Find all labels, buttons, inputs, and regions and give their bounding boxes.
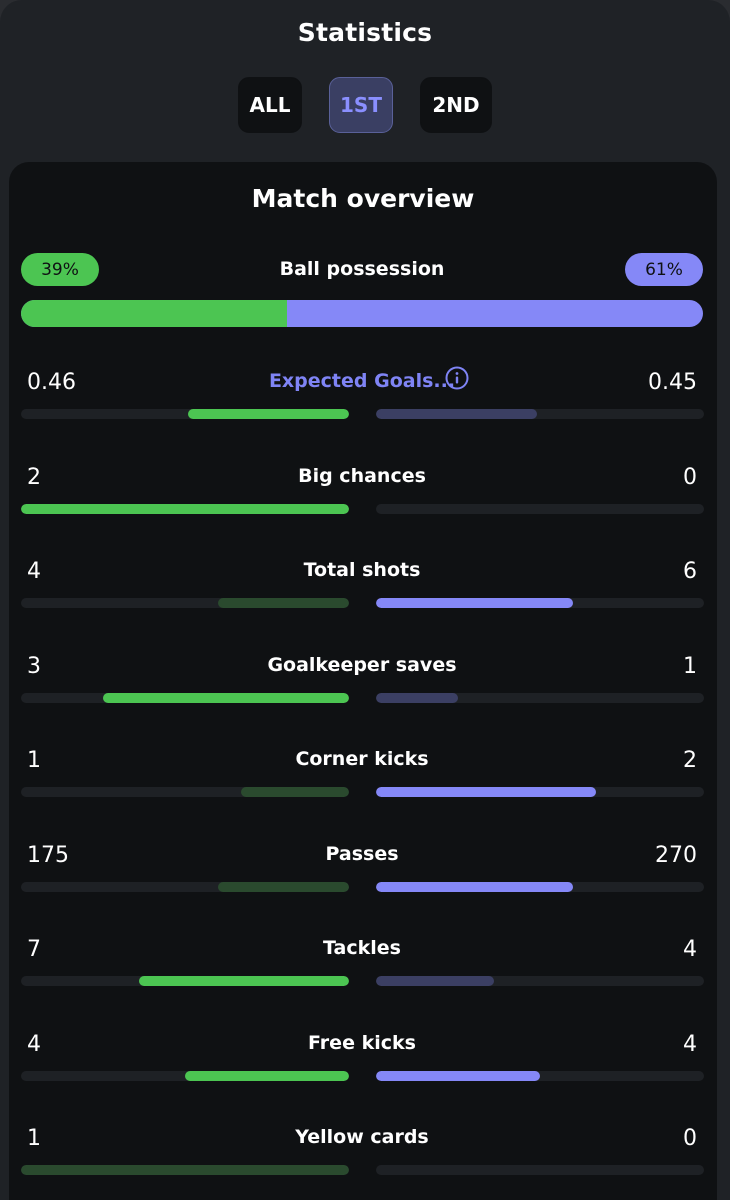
- away-value: 0: [683, 465, 697, 490]
- away-bar-fill: [376, 598, 573, 608]
- home-bar-track: [21, 1071, 349, 1081]
- home-bar-fill: [21, 504, 349, 514]
- info-icon[interactable]: [445, 366, 469, 390]
- away-bar-fill: [376, 882, 573, 892]
- match-overview-card: Match overview 39% Ball possession 61% 0…: [9, 162, 717, 1200]
- tab-1st[interactable]: 1ST: [329, 77, 393, 133]
- home-bar-track: [21, 504, 349, 514]
- away-value: 6: [683, 559, 697, 584]
- stat-label: Total shots: [303, 559, 421, 581]
- away-value: 2: [683, 748, 697, 773]
- stat-row: 4 Total shots 6: [21, 547, 704, 617]
- stat-label[interactable]: Expected Goals...: [268, 370, 456, 392]
- away-bar-fill: [376, 787, 596, 797]
- home-value: 1: [27, 748, 41, 773]
- stat-row: 1 Yellow cards 0: [21, 1114, 704, 1184]
- away-bar-fill: [376, 1071, 540, 1081]
- away-value: 1: [683, 654, 697, 679]
- away-bar-track: [376, 504, 704, 514]
- home-bar-fill: [139, 976, 349, 986]
- stat-label: Corner kicks: [295, 748, 429, 770]
- away-bar-fill: [376, 409, 537, 419]
- card-title: Match overview: [251, 184, 475, 213]
- home-possession-badge: 39%: [21, 253, 99, 286]
- home-bar-track: [21, 598, 349, 608]
- away-value: 4: [683, 937, 697, 962]
- away-value: 4: [683, 1032, 697, 1057]
- stat-label: Big chances: [298, 465, 426, 487]
- home-value: 4: [27, 559, 41, 584]
- away-possession-badge: 61%: [625, 253, 703, 286]
- possession-bar: [21, 300, 703, 327]
- stat-row: 2 Big chances 0: [21, 453, 704, 523]
- home-bar-track: [21, 1165, 349, 1175]
- tab-all[interactable]: ALL: [238, 77, 302, 133]
- home-bar-track: [21, 787, 349, 797]
- home-value: 1: [27, 1126, 41, 1151]
- away-bar-fill: [376, 976, 495, 986]
- home-bar-track: [21, 976, 349, 986]
- stat-label: Passes: [325, 843, 399, 865]
- away-value: 0: [683, 1126, 697, 1151]
- home-value: 3: [27, 654, 41, 679]
- possession-label: Ball possession: [279, 258, 445, 280]
- away-bar-track: [376, 787, 704, 797]
- away-bar-fill: [376, 693, 458, 703]
- home-possession-fill: [21, 300, 287, 327]
- stat-row: 4 Free kicks 4: [21, 1020, 704, 1090]
- home-value: 0.46: [27, 370, 76, 395]
- home-bar-fill: [188, 409, 349, 419]
- away-value: 270: [655, 843, 697, 868]
- stat-label: Yellow cards: [295, 1126, 429, 1148]
- home-value: 7: [27, 937, 41, 962]
- away-bar-track: [376, 1071, 704, 1081]
- home-value: 2: [27, 465, 41, 490]
- home-bar-track: [21, 882, 349, 892]
- stat-row: 175 Passes 270: [21, 831, 704, 901]
- away-bar-track: [376, 882, 704, 892]
- away-bar-track: [376, 1165, 704, 1175]
- home-bar-fill: [21, 1165, 349, 1175]
- stat-row: 7 Tackles 4: [21, 925, 704, 995]
- away-bar-track: [376, 976, 704, 986]
- stat-row: 1 Corner kicks 2: [21, 736, 704, 806]
- away-value: 0.45: [648, 370, 697, 395]
- home-value: 175: [27, 843, 69, 868]
- stat-label: Goalkeeper saves: [267, 654, 457, 676]
- home-bar-fill: [240, 787, 349, 797]
- stat-label: Free kicks: [308, 1032, 416, 1054]
- away-bar-track: [376, 409, 704, 419]
- away-bar-track: [376, 693, 704, 703]
- home-bar-fill: [103, 693, 349, 703]
- panel-title: Statistics: [297, 18, 433, 47]
- home-bar-fill: [185, 1071, 349, 1081]
- home-bar-fill: [217, 598, 349, 608]
- stat-label: Tackles: [323, 937, 401, 959]
- stat-row: 3 Goalkeeper saves 1: [21, 642, 704, 712]
- home-bar-fill: [217, 882, 349, 892]
- period-tabs: ALL 1ST 2ND: [0, 77, 730, 133]
- home-bar-track: [21, 409, 349, 419]
- home-value: 4: [27, 1032, 41, 1057]
- stat-row: 0.46 Expected Goals... 0.45: [21, 358, 704, 428]
- possession-row: 39% Ball possession 61%: [21, 253, 703, 286]
- away-bar-track: [376, 598, 704, 608]
- home-bar-track: [21, 693, 349, 703]
- tab-2nd[interactable]: 2ND: [420, 77, 492, 133]
